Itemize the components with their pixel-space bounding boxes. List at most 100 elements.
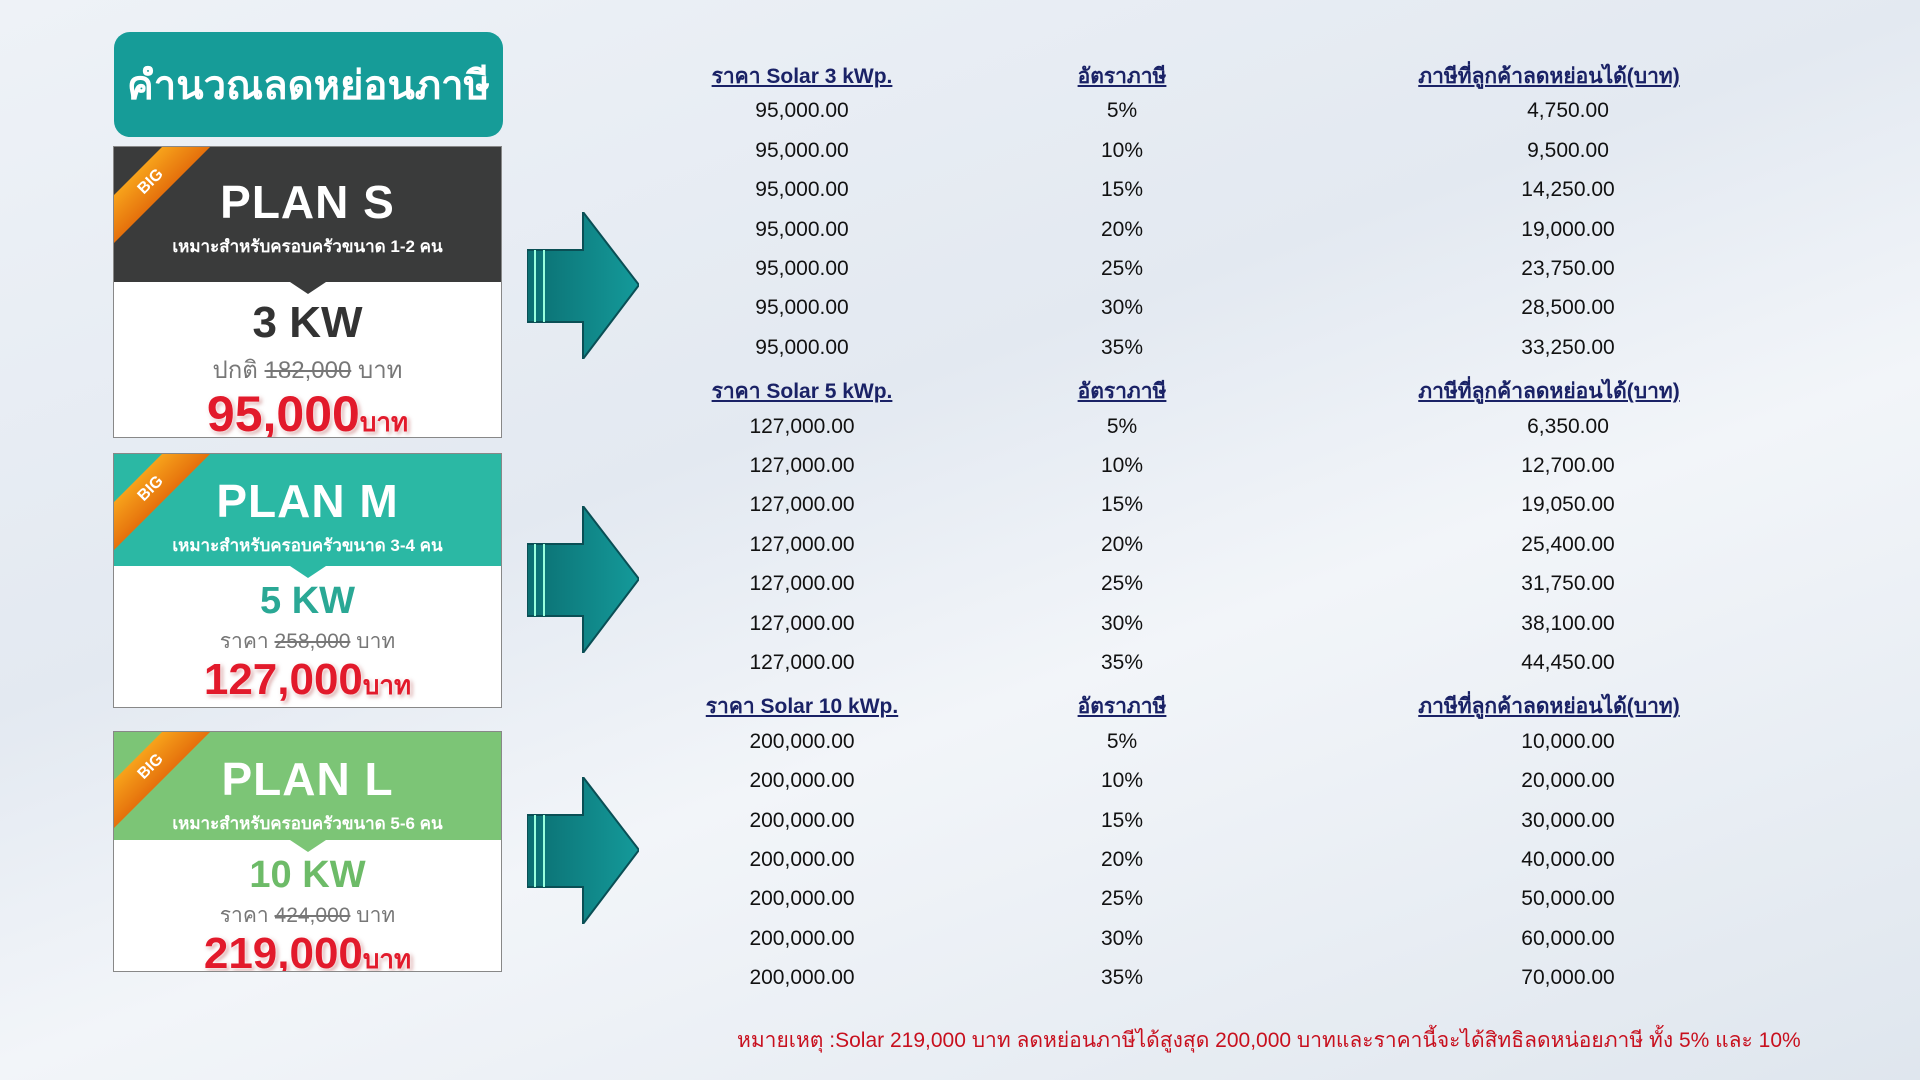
column-header: ราคา Solar 3 kWp.: [711, 65, 893, 88]
old-price-value: 258,000: [274, 630, 351, 653]
table-cell: 127,000.00: [749, 611, 855, 635]
table-cell: 200,000.00: [749, 848, 855, 871]
column-header: ภาษีที่ลูกค้าลดหย่อนได้(บาท): [1418, 695, 1680, 719]
page-title: คำนวณลดหย่อนภาษี: [114, 32, 503, 137]
table-cell: 5%: [1106, 99, 1138, 123]
table-cell: 25%: [1100, 257, 1144, 280]
plan-header: BIG PLAN S เหมาะสำหรับครอบครัวขนาด 1-2 ค…: [114, 147, 501, 294]
old-price: ราคา 424,000 บาท: [219, 904, 396, 927]
table-cell: 38,100.00: [1521, 611, 1615, 635]
table-cell: 28,500.00: [1521, 296, 1615, 320]
plan-kw: 10 KW: [249, 854, 366, 896]
sale-price: 127,000บาท: [203, 655, 412, 704]
table-cell: 40,000.00: [1521, 848, 1615, 871]
table-cell: 127,000.00: [749, 651, 855, 674]
plan-header: BIG PLAN M เหมาะสำหรับครอบครัวขนาด 3-4 ค…: [114, 454, 501, 578]
column-header: อัตราภาษี: [1077, 695, 1167, 719]
table-cell: 95,000.00: [755, 335, 849, 359]
right-arrow-icon: [527, 506, 639, 653]
table-cell: 127,000.00: [749, 454, 855, 477]
table-cell: 44,450.00: [1521, 651, 1615, 674]
table-cell: 95,000.00: [755, 257, 849, 280]
plan-subtitle: เหมาะสำหรับครอบครัวขนาด 5-6 คน: [172, 814, 443, 833]
table-cell: 30%: [1100, 926, 1144, 950]
table-cell: 35%: [1100, 335, 1144, 359]
table-cell: 60,000.00: [1521, 926, 1615, 950]
table-cell: 200,000.00: [749, 808, 855, 832]
footnote: หมายเหตุ :Solar 219,000 บาท ลดหย่อนภาษีไ…: [737, 1029, 1801, 1052]
table-cell: 50,000.00: [1521, 887, 1615, 911]
table-cell: 23,750.00: [1521, 257, 1615, 280]
column-header: ภาษีที่ลูกค้าลดหย่อนได้(บาท): [1418, 65, 1680, 88]
table-cell: 9,500.00: [1527, 138, 1609, 162]
table-cell: 95,000.00: [755, 178, 849, 202]
plan-kw: 5 KW: [260, 580, 355, 622]
sale-price: 219,000บาท: [203, 929, 412, 972]
table-cell: 30,000.00: [1521, 808, 1615, 832]
table-cell: 95,000.00: [755, 138, 849, 162]
table-cell: 95,000.00: [755, 296, 849, 320]
table-cell: 25,400.00: [1521, 532, 1615, 556]
plan-name: PLAN M: [216, 475, 399, 527]
table-cell: 127,000.00: [749, 572, 855, 596]
table-cell: 127,000.00: [749, 532, 855, 556]
old-price: ราคา 258,000 บาท: [219, 630, 396, 653]
plan-kw: 3 KW: [252, 298, 363, 347]
right-arrow-icon: [527, 212, 639, 359]
table-cell: 5%: [1106, 414, 1138, 438]
table-cell: 5%: [1106, 729, 1138, 753]
table-cell: 35%: [1100, 966, 1144, 990]
table-cell: 15%: [1100, 493, 1144, 517]
table-cell: 127,000.00: [749, 493, 855, 517]
table-cell: 200,000.00: [749, 769, 855, 793]
column-header: อัตราภาษี: [1077, 380, 1167, 404]
table-cell: 15%: [1100, 178, 1144, 202]
table-cell: 95,000.00: [755, 217, 849, 241]
table-cell: 10%: [1100, 454, 1144, 477]
table-cell: 20%: [1100, 848, 1144, 871]
table-cell: 20,000.00: [1521, 769, 1615, 793]
table-cell: 19,000.00: [1521, 217, 1615, 241]
table-cell: 200,000.00: [749, 887, 855, 911]
table-cell: 20%: [1100, 532, 1144, 556]
table-cell: 10,000.00: [1521, 729, 1615, 753]
table-cell: 35%: [1100, 651, 1144, 674]
table-cell: 14,250.00: [1521, 178, 1615, 202]
table-cell: 15%: [1100, 808, 1144, 832]
table-cell: 95,000.00: [755, 99, 849, 123]
plan-subtitle: เหมาะสำหรับครอบครัวขนาด 1-2 คน: [172, 237, 443, 256]
plan-subtitle: เหมาะสำหรับครอบครัวขนาด 3-4 คน: [172, 536, 443, 555]
plan-card: BIG PLAN S เหมาะสำหรับครอบครัวขนาด 1-2 ค…: [113, 146, 502, 438]
column-header: อัตราภาษี: [1077, 65, 1167, 88]
table-cell: 127,000.00: [749, 414, 855, 438]
column-header: ราคา Solar 5 kWp.: [711, 380, 893, 404]
old-price-value: 182,000: [264, 357, 352, 384]
table-cell: 200,000.00: [749, 729, 855, 753]
plan-header: BIG PLAN L เหมาะสำหรับครอบครัวขนาด 5-6 ค…: [114, 732, 501, 852]
right-arrow-icon: [527, 777, 639, 924]
table-cell: 12,700.00: [1521, 454, 1615, 477]
table-cell: 31,750.00: [1521, 572, 1615, 596]
old-price-value: 424,000: [274, 904, 351, 927]
plan-card: BIG PLAN L เหมาะสำหรับครอบครัวขนาด 5-6 ค…: [113, 731, 502, 972]
table-cell: 30%: [1100, 611, 1144, 635]
table-cell: 30%: [1100, 296, 1144, 320]
plan-name: PLAN L: [221, 753, 394, 805]
table-cell: 6,350.00: [1527, 414, 1609, 438]
table-cell: 200,000.00: [749, 966, 855, 990]
table-cell: 200,000.00: [749, 926, 855, 950]
sale-price: 95,000บาท: [206, 386, 409, 438]
table-cell: 20%: [1100, 217, 1144, 241]
plan-name: PLAN S: [220, 176, 395, 228]
column-header: ราคา Solar 10 kWp.: [705, 695, 899, 719]
table-cell: 33,250.00: [1521, 335, 1615, 359]
table-cell: 10%: [1100, 769, 1144, 793]
table-cell: 19,050.00: [1521, 493, 1615, 517]
plan-card: BIG PLAN M เหมาะสำหรับครอบครัวขนาด 3-4 ค…: [113, 453, 502, 708]
table-cell: 4,750.00: [1527, 99, 1609, 123]
table-cell: 25%: [1100, 887, 1144, 911]
table-cell: 70,000.00: [1521, 966, 1615, 990]
table-cell: 10%: [1100, 138, 1144, 162]
column-header: ภาษีที่ลูกค้าลดหย่อนได้(บาท): [1418, 380, 1680, 404]
old-price: ปกติ 182,000 บาท: [212, 357, 403, 384]
